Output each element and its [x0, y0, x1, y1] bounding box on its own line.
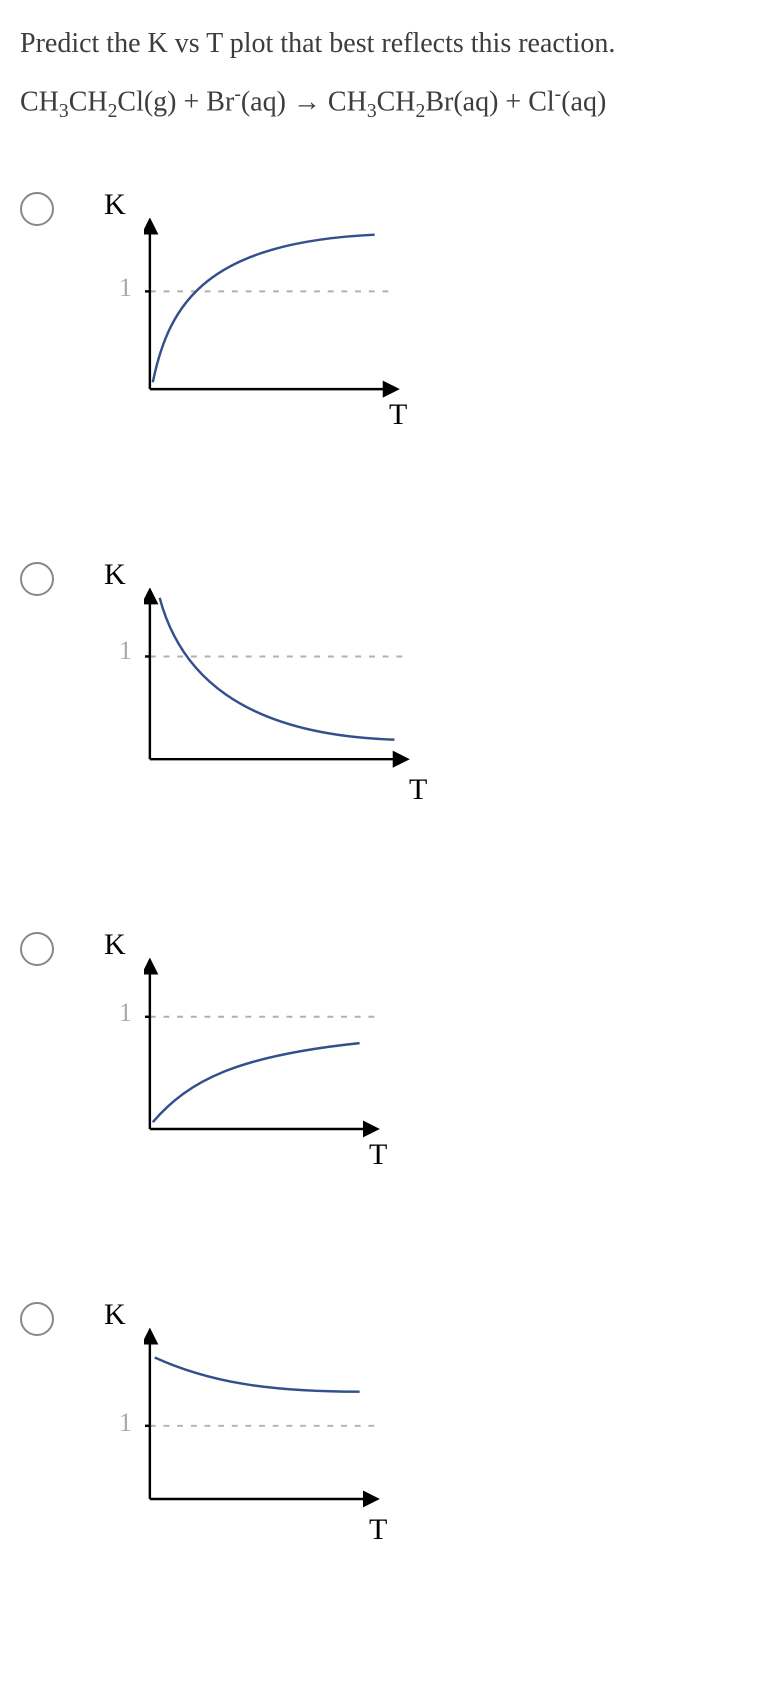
chart-svg — [144, 1328, 384, 1508]
y-axis-label: K — [104, 928, 126, 962]
option-c[interactable]: K 1 T — [20, 928, 756, 1188]
y-axis-label: K — [104, 1298, 126, 1332]
option-d[interactable]: K 1 T — [20, 1298, 756, 1558]
radio-a[interactable] — [20, 192, 54, 226]
option-a[interactable]: K 1 T — [20, 188, 756, 448]
radio-d[interactable] — [20, 1302, 54, 1336]
question-text: Predict the K vs T plot that best reflec… — [20, 20, 756, 68]
reference-tick-label: 1 — [119, 1408, 132, 1438]
chart-svg — [144, 958, 384, 1138]
plot-a: K 1 T — [84, 188, 444, 448]
options-list: K 1 T K 1 T K 1 T K 1 T — [20, 188, 756, 1558]
x-axis-label: T — [369, 1513, 387, 1547]
option-b[interactable]: K 1 T — [20, 558, 756, 818]
chart-svg — [144, 218, 404, 398]
chart-svg — [144, 588, 414, 768]
y-axis-label: K — [104, 558, 126, 592]
x-axis-label: T — [369, 1138, 387, 1172]
reference-tick-label: 1 — [119, 273, 132, 303]
radio-b[interactable] — [20, 562, 54, 596]
plot-c: K 1 T — [84, 928, 444, 1188]
plot-d: K 1 T — [84, 1298, 444, 1558]
y-axis-label: K — [104, 188, 126, 222]
plot-b: K 1 T — [84, 558, 444, 818]
reference-tick-label: 1 — [119, 998, 132, 1028]
x-axis-label: T — [409, 773, 427, 807]
radio-c[interactable] — [20, 932, 54, 966]
reference-tick-label: 1 — [119, 636, 132, 666]
x-axis-label: T — [389, 398, 407, 432]
reaction-equation: CH3CH2Cl(g) + Br-(aq) → CH3CH2Br(aq) + C… — [20, 78, 756, 128]
